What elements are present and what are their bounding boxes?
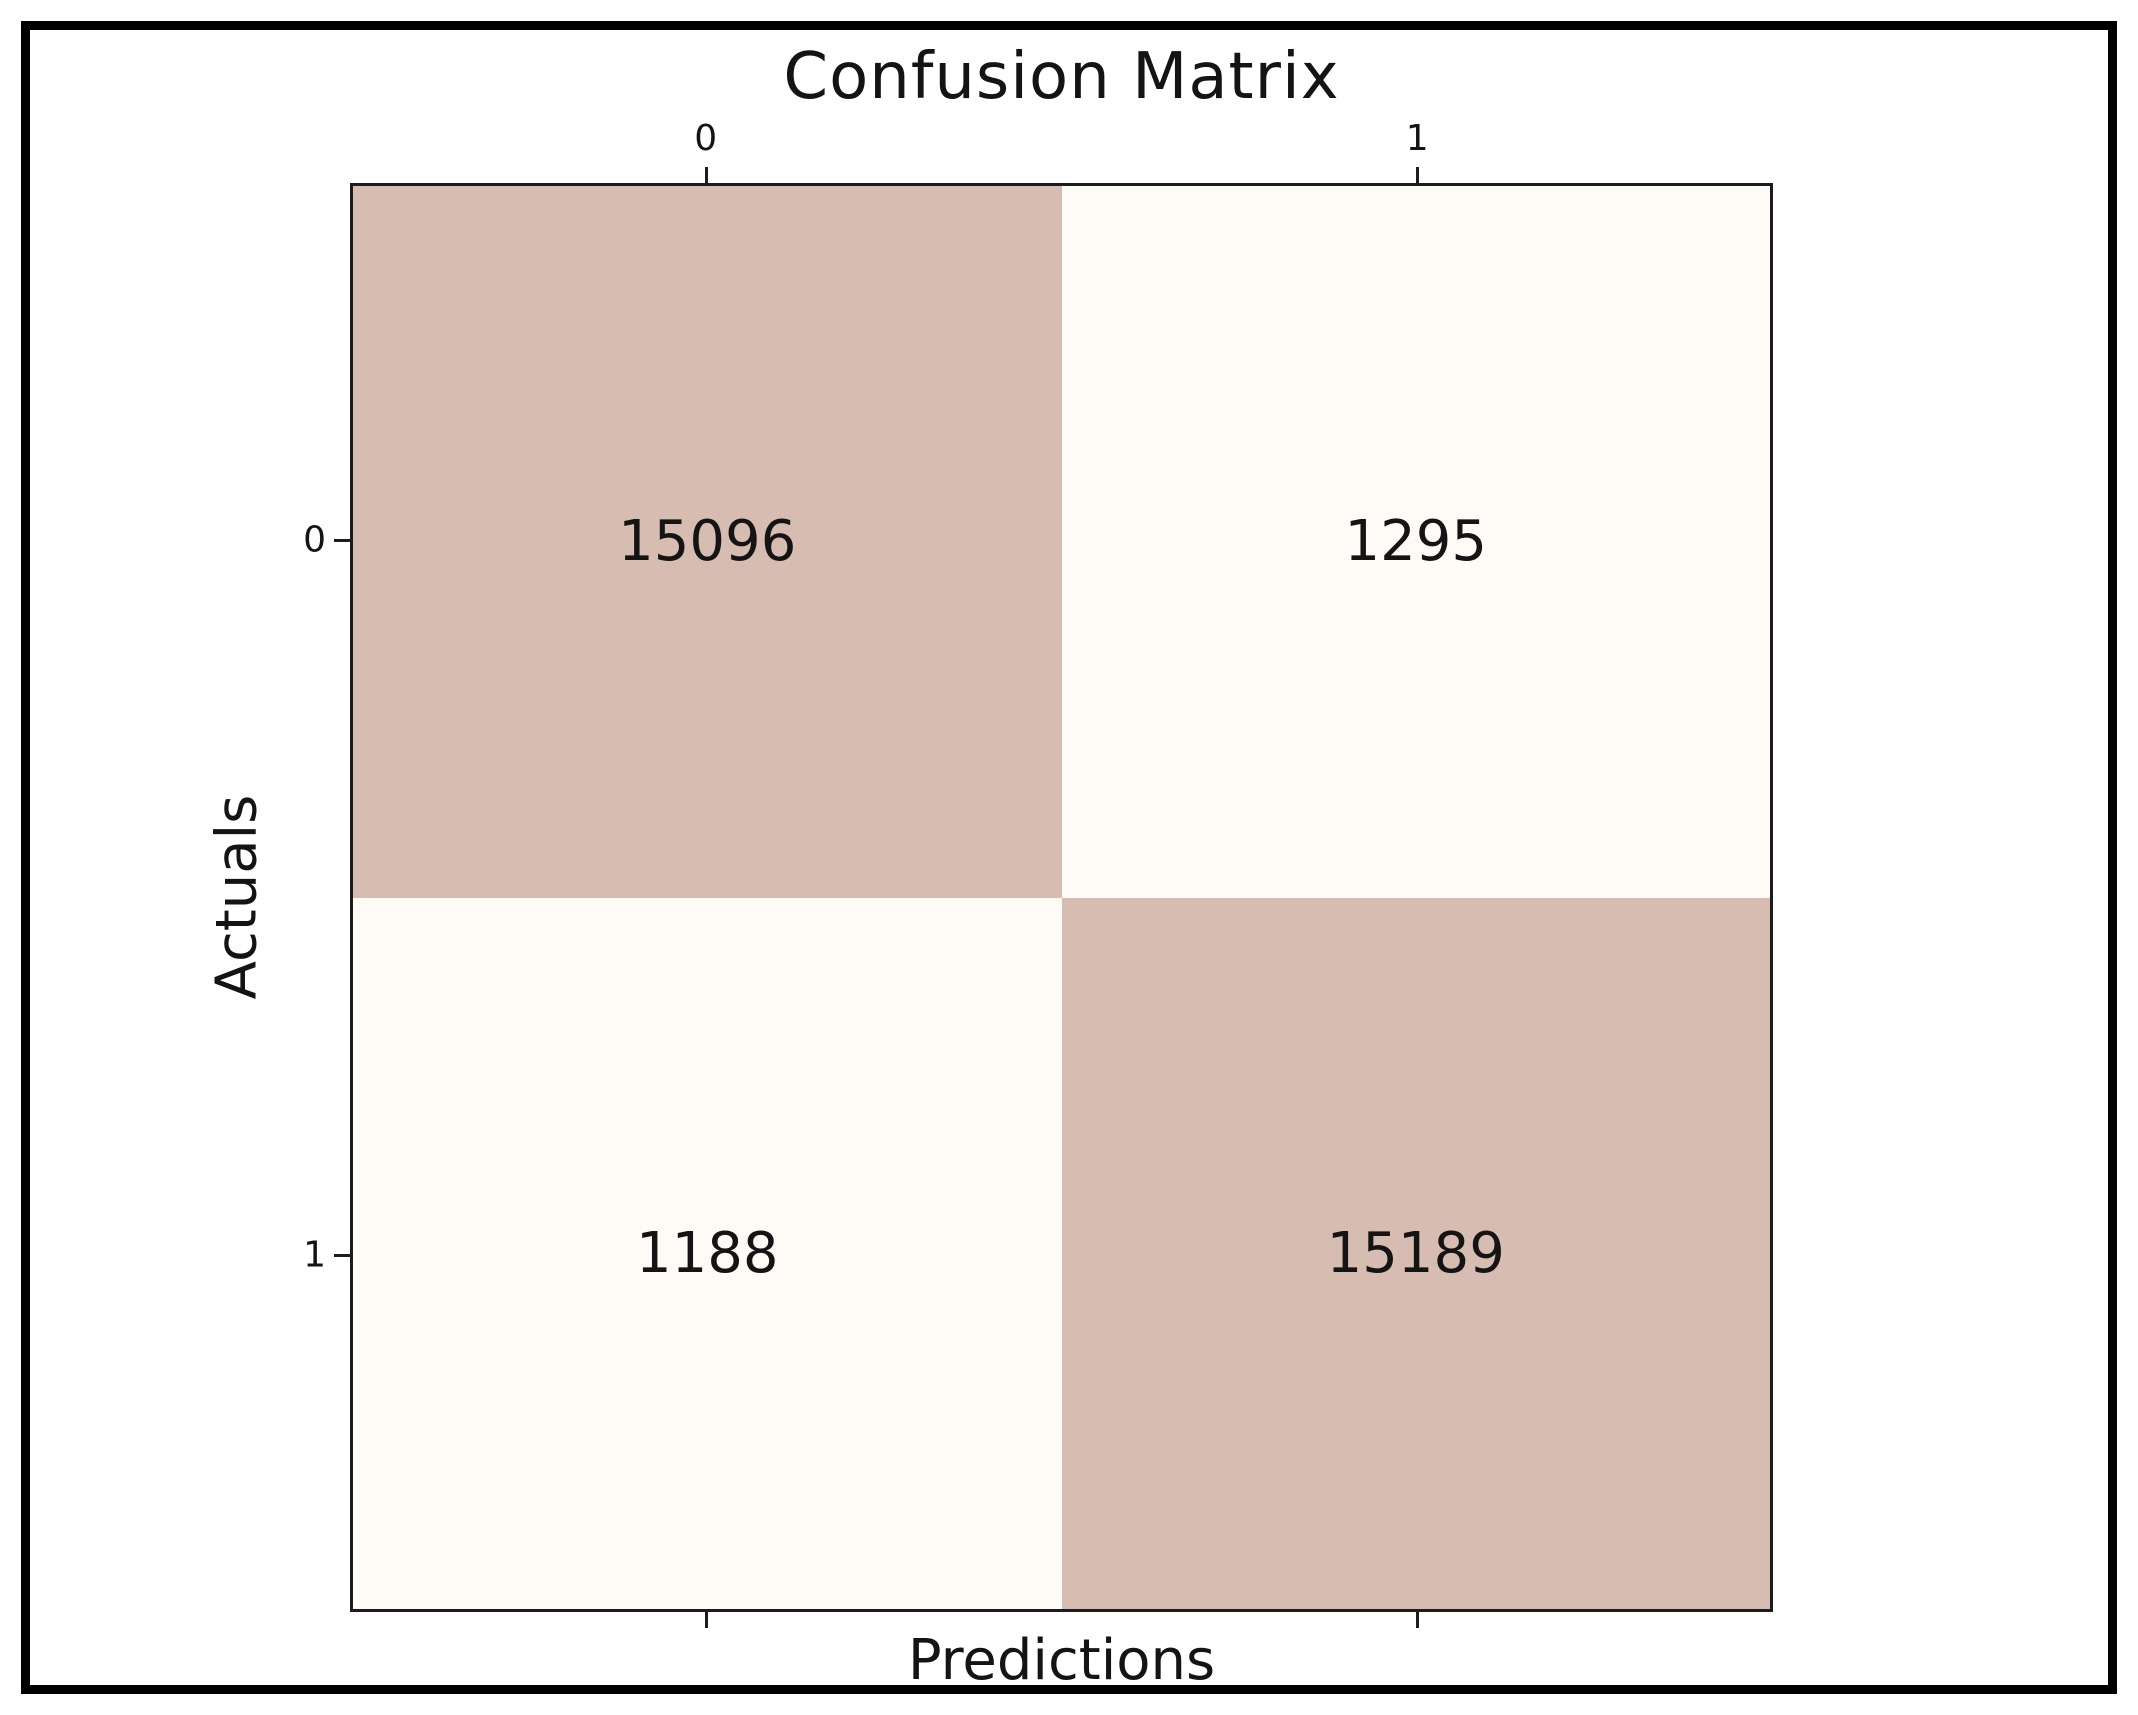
matrix-cell-actual1-pred1: 15189 (1061, 897, 1770, 1609)
tick-mark (334, 1253, 350, 1257)
tick-mark (1416, 167, 1420, 183)
matrix-cell-actual0-pred0: 15096 (353, 186, 1062, 898)
y-axis-ticks-left (334, 183, 350, 1612)
confusion-matrix-plot: 15096 1295 1188 15189 (350, 183, 1773, 1612)
chart-title: Confusion Matrix (783, 40, 1340, 114)
y-tick-label-1: 1 (303, 1234, 326, 1276)
cell-value: 1188 (635, 1220, 779, 1286)
tick-mark (704, 1612, 708, 1628)
tick-mark (704, 167, 708, 183)
x-axis-tick-labels: 0 1 (350, 116, 1773, 162)
x-tick-label-1: 1 (1405, 118, 1429, 159)
tick-mark (1416, 1612, 1420, 1628)
cell-value: 15096 (618, 509, 797, 575)
x-axis-ticks-top (350, 167, 1773, 183)
x-axis-label: Predictions (907, 1628, 1216, 1693)
x-axis-ticks-bottom (350, 1612, 1773, 1628)
tick-mark (334, 539, 350, 543)
x-tick-label-0: 0 (694, 118, 718, 159)
y-tick-label-0: 0 (303, 519, 326, 561)
cell-value: 1295 (1344, 509, 1487, 575)
y-axis-label: Actuals (204, 794, 270, 1000)
matrix-cell-actual1-pred0: 1188 (353, 897, 1062, 1609)
matrix-cell-actual0-pred1: 1295 (1061, 186, 1770, 898)
cell-value: 15189 (1326, 1220, 1505, 1286)
